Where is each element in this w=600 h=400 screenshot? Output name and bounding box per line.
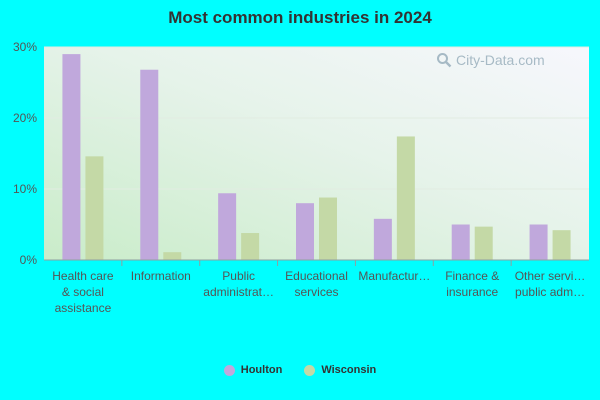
bar-wisconsin[interactable] <box>396 136 415 260</box>
y-tick-label: 20% <box>13 111 37 125</box>
legend-label-wisconsin: Wisconsin <box>321 364 377 376</box>
bar-houlton[interactable] <box>296 203 314 260</box>
plot-area <box>44 47 589 260</box>
legend-item-houlton[interactable]: Houlton <box>223 364 283 376</box>
legend-label-houlton: Houlton <box>240 364 283 376</box>
bar-wisconsin[interactable] <box>552 230 571 260</box>
x-tick-label: Health care & social assistance <box>52 269 114 315</box>
chart-title: Most common industries in 2024 <box>168 8 432 27</box>
bar-houlton[interactable] <box>529 224 548 261</box>
x-tick-label: Manufactur… <box>358 269 430 283</box>
y-tick-label: 10% <box>13 182 37 196</box>
legend-item-wisconsin[interactable]: Wisconsin <box>304 364 376 376</box>
x-tick-label: Other servi… public adm… <box>515 269 586 299</box>
x-tick-label: Public administrat… <box>203 269 274 299</box>
bar-houlton[interactable] <box>373 218 392 260</box>
bar-wisconsin[interactable] <box>241 233 260 260</box>
search-icon <box>437 53 452 68</box>
bar-wisconsin[interactable] <box>319 197 337 260</box>
x-tick-label: Finance & insurance <box>445 269 499 299</box>
bar-houlton[interactable] <box>451 224 470 261</box>
legend-swatch-houlton <box>223 364 235 376</box>
bar-wisconsin[interactable] <box>163 252 182 260</box>
bar-houlton[interactable] <box>218 193 237 260</box>
x-tick-label: Educational services <box>285 269 348 299</box>
y-tick-label: 30% <box>13 40 37 54</box>
x-tick-label: Information <box>131 269 191 283</box>
bar-houlton[interactable] <box>62 54 81 260</box>
legend: Houlton Wisconsin <box>0 364 600 376</box>
y-tick-label: 0% <box>20 253 38 267</box>
bar-houlton[interactable] <box>140 69 159 260</box>
watermark: City-Data.com <box>436 52 545 68</box>
legend-swatch-wisconsin <box>304 364 316 376</box>
bar-wisconsin[interactable] <box>85 156 104 260</box>
watermark-text: City-Data.com <box>456 52 545 68</box>
bar-wisconsin[interactable] <box>474 226 493 260</box>
